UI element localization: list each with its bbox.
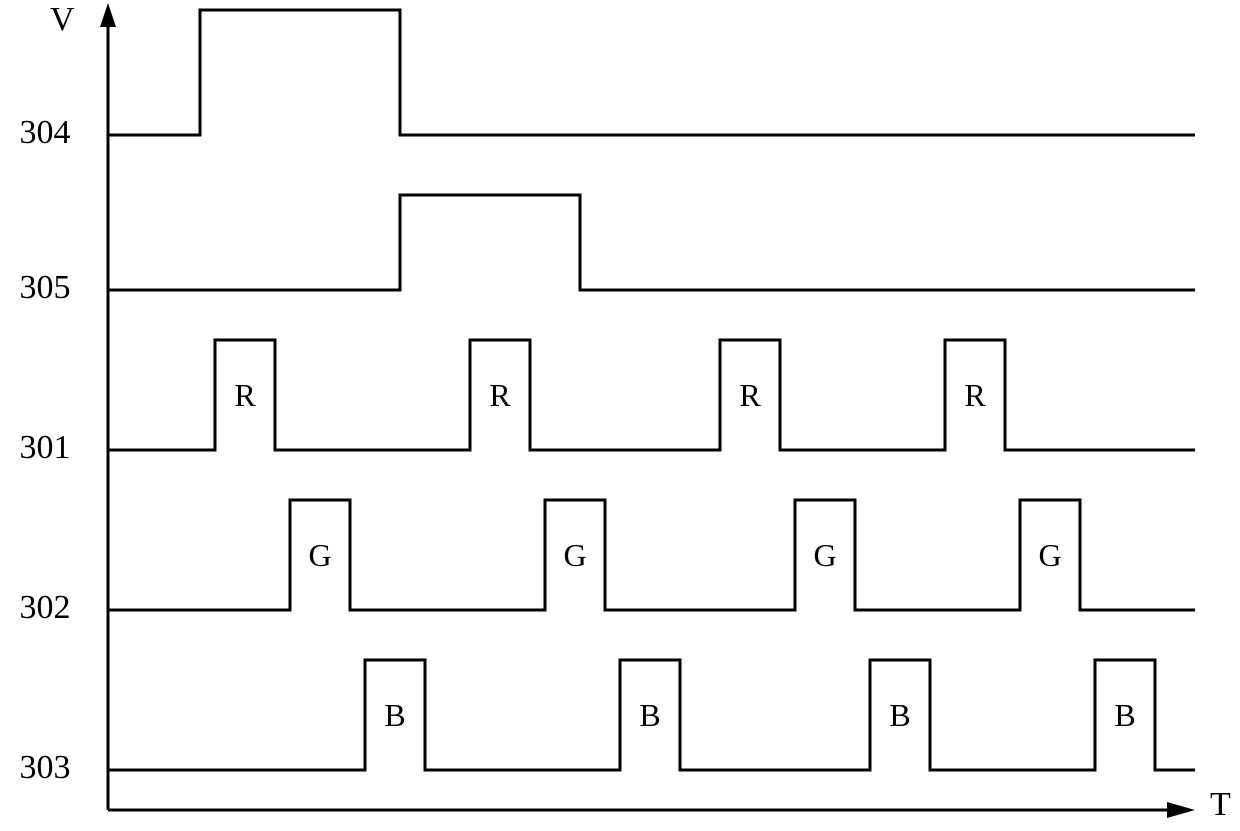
signal-label-302: 302: [20, 589, 71, 626]
pulse-label-302-3: G: [1038, 537, 1061, 573]
y-axis-arrow: [100, 3, 116, 27]
pulse-label-301-1: R: [489, 377, 511, 413]
x-axis-arrow: [1167, 802, 1195, 818]
signal-304: [108, 10, 1195, 135]
signal-label-301: 301: [20, 429, 71, 466]
x-axis-label: T: [1210, 786, 1231, 823]
pulse-label-303-2: B: [889, 697, 910, 733]
signal-301: [108, 340, 1195, 450]
pulse-label-303-3: B: [1114, 697, 1135, 733]
signal-label-304: 304: [20, 114, 71, 151]
signal-302: [108, 500, 1195, 610]
signal-label-303: 303: [20, 749, 71, 786]
pulse-label-303-1: B: [639, 697, 660, 733]
pulse-label-301-3: R: [964, 377, 986, 413]
signal-label-305: 305: [20, 269, 71, 306]
signal-305: [108, 195, 1195, 290]
pulse-label-302-0: G: [308, 537, 331, 573]
pulse-label-301-2: R: [739, 377, 761, 413]
pulse-label-302-1: G: [563, 537, 586, 573]
pulse-label-302-2: G: [813, 537, 836, 573]
pulse-label-303-0: B: [384, 697, 405, 733]
pulse-label-301-0: R: [234, 377, 256, 413]
y-axis-label: V: [50, 1, 75, 38]
timing-diagram: V T 304 305 301 R R R R 302 G G G G 303 B B B B: [0, 0, 1240, 831]
